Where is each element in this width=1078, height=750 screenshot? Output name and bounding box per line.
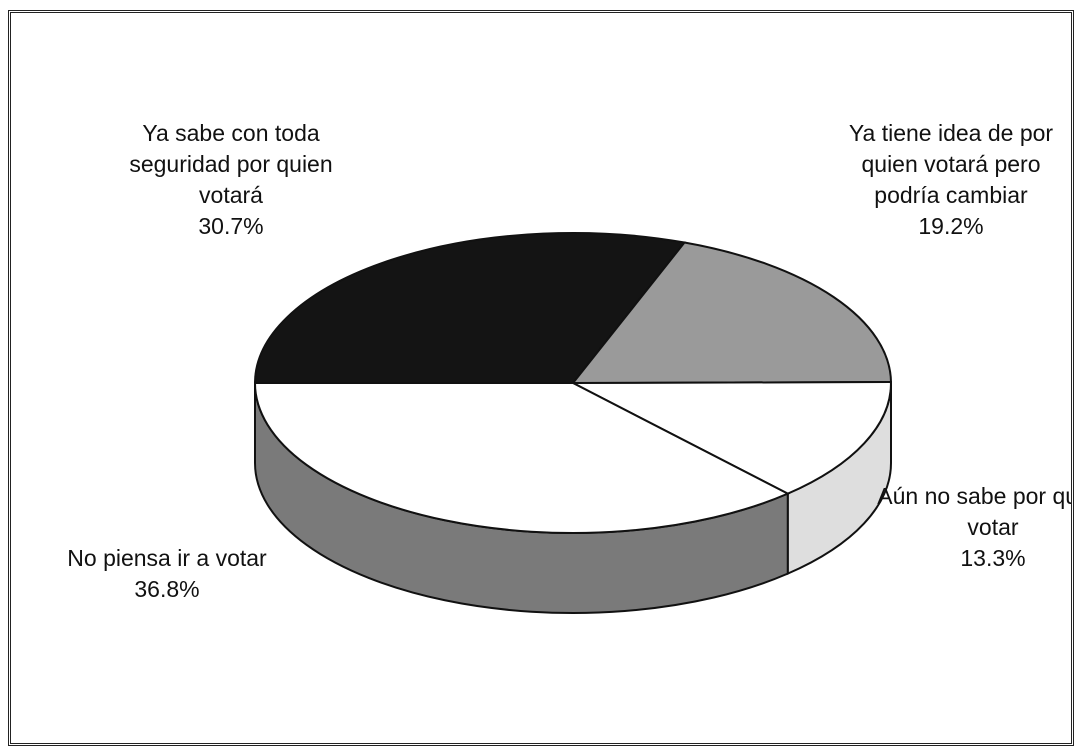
- value-label: 30.7%: [198, 213, 264, 239]
- category-label: Ya sabe con toda seguridad por quien vot…: [129, 120, 333, 208]
- value-label: 13.3%: [960, 545, 1026, 571]
- value-label: 36.8%: [134, 576, 200, 602]
- slice: [570, 241, 893, 385]
- slice: [253, 382, 791, 534]
- slice-label: Aún no sabe por quien votar 13.3%: [873, 481, 1071, 574]
- category-label: No piensa ir a votar: [67, 545, 267, 571]
- slice-label: Ya tiene idea de por quien votará pero p…: [831, 118, 1071, 242]
- chart: [253, 232, 893, 614]
- category-label: Ya tiene idea de por quien votará pero p…: [848, 120, 1054, 208]
- slice: [572, 381, 892, 495]
- category-label: Aún no sabe por quien votar: [877, 483, 1071, 540]
- slice-label: No piensa ir a votar 36.8%: [47, 543, 287, 605]
- chart-frame: Ya sabe con toda seguridad por quien vot…: [8, 10, 1074, 746]
- value-label: 19.2%: [918, 213, 984, 239]
- slice: [253, 232, 687, 384]
- slice-label: Ya sabe con toda seguridad por quien vot…: [111, 118, 351, 242]
